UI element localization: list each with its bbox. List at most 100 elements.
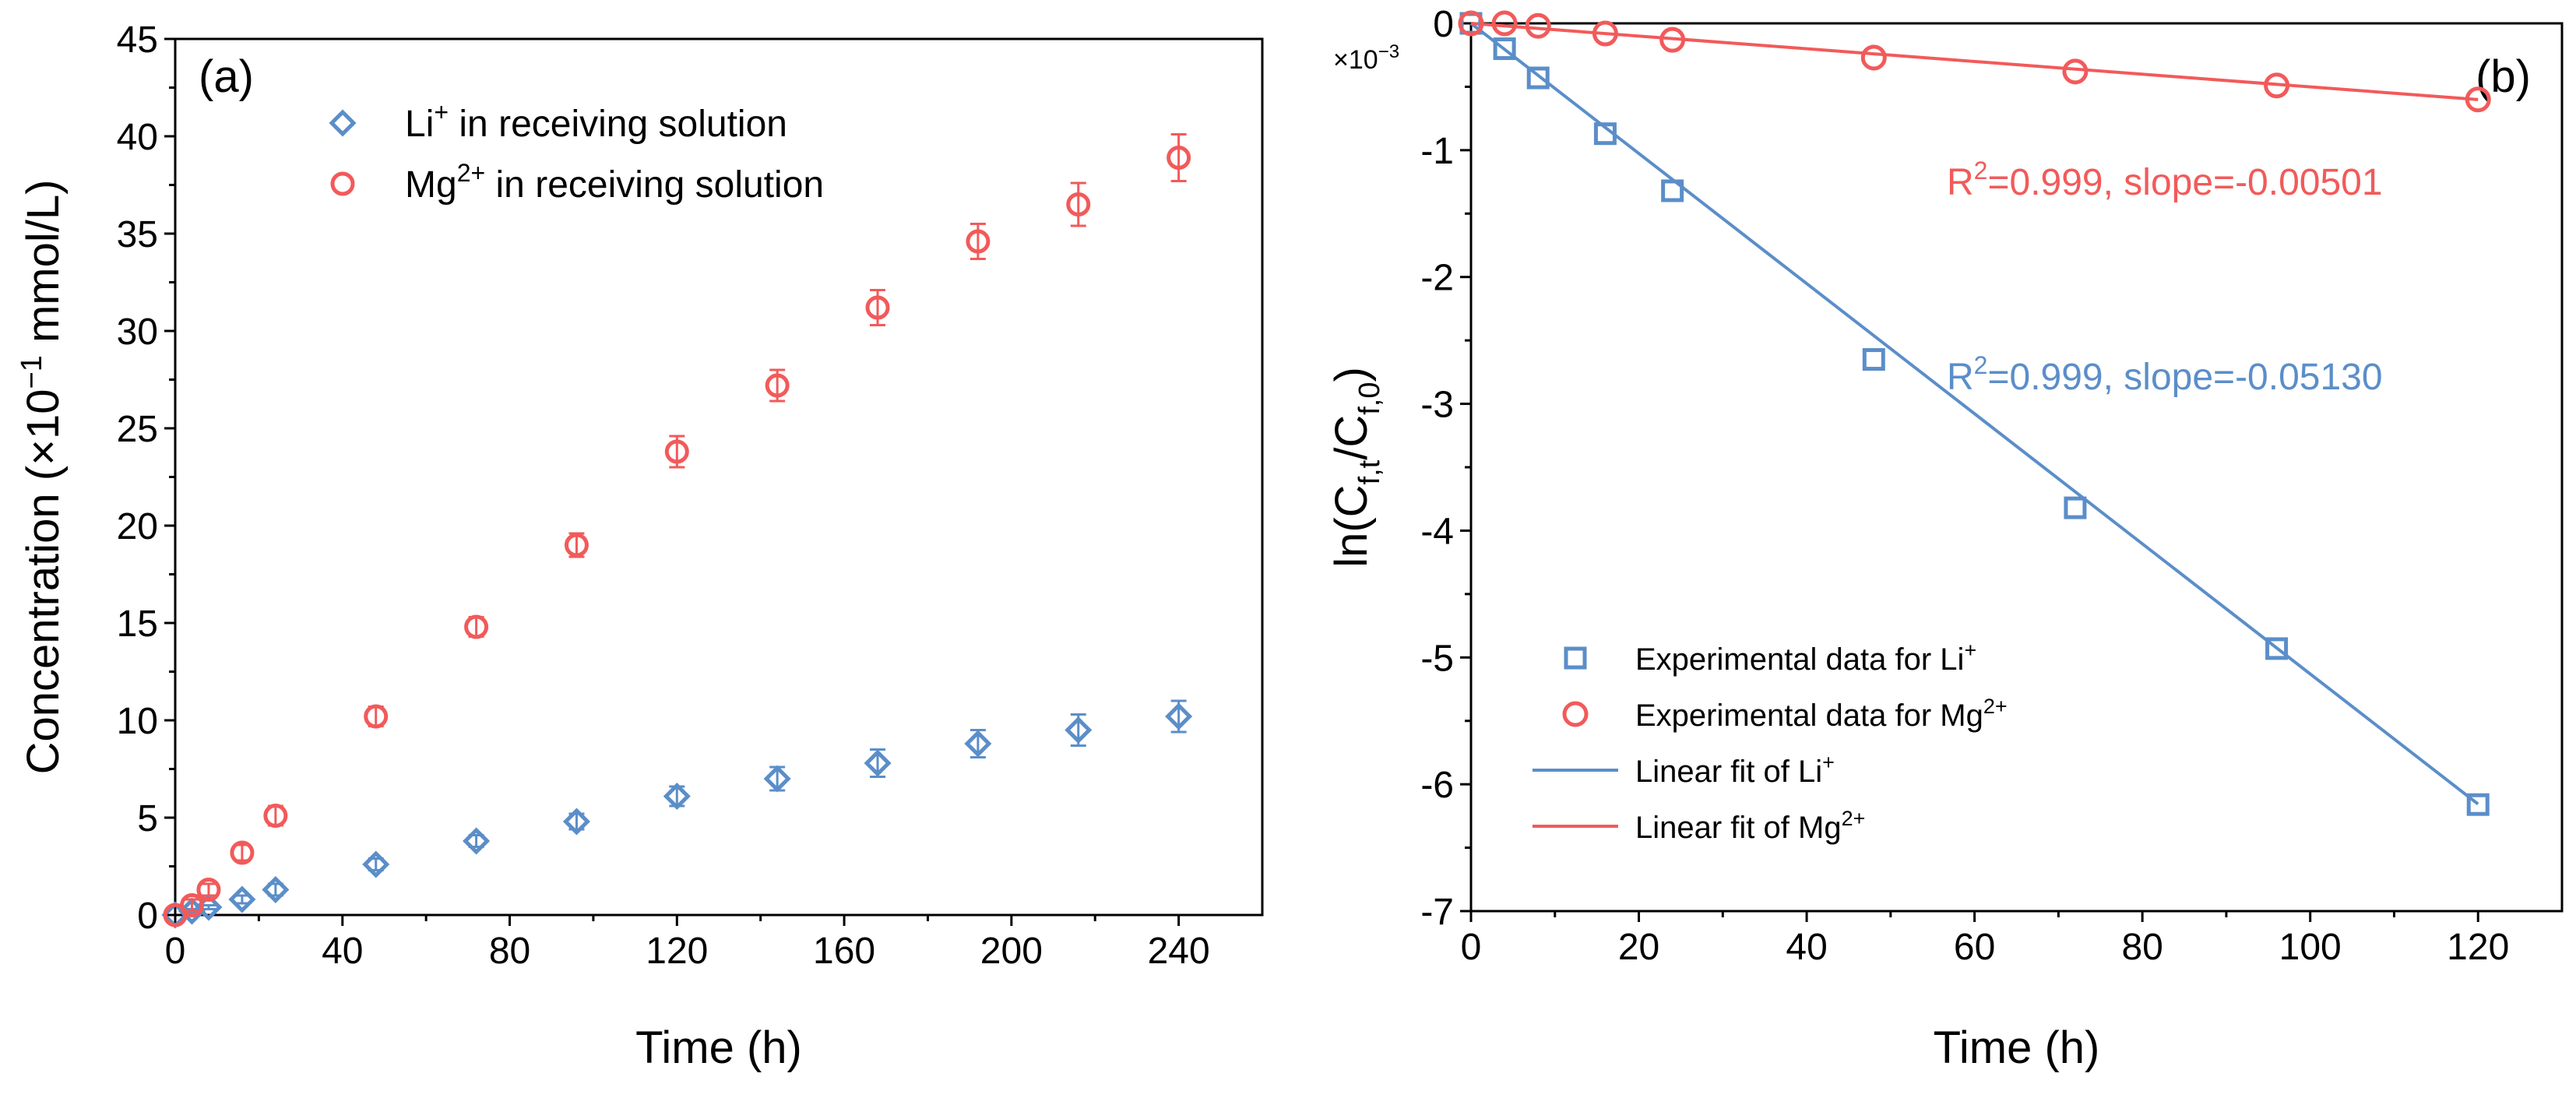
b-y-axis-label-sub: f,t — [1353, 459, 1386, 484]
a-data-point-li — [964, 730, 992, 758]
b-legend-label-base: Linear fit of Mg — [1635, 811, 1842, 845]
a-x-tick-label: 80 — [489, 931, 530, 972]
b-legend-label-sup: + — [1822, 751, 1835, 774]
a-y-axis-label-sup: −1 — [16, 355, 48, 389]
a-data-point-mg — [1066, 192, 1091, 216]
a-data-point-mg — [1167, 146, 1191, 170]
b-data-point-li — [2064, 496, 2087, 519]
a-x-tick-label: 200 — [980, 931, 1043, 972]
b-axis-multiplier-sup: −3 — [1378, 41, 1399, 62]
a-data-point-mg — [230, 840, 255, 865]
b-x-tick-label: 80 — [2121, 927, 2163, 968]
a-legend-marker-mg — [330, 171, 355, 196]
b-data-point-mg — [1525, 12, 1551, 39]
b-y-tick-label: -3 — [1420, 385, 1454, 426]
a-data-point-li — [763, 765, 791, 793]
a-y-tick-label: 5 — [137, 798, 158, 839]
b-legend-label-li: Experimental data for Li+ — [1635, 639, 1976, 677]
b-legend-label-mg: Linear fit of Mg2+ — [1635, 807, 1865, 845]
b-fit-line-mg — [1470, 22, 2479, 101]
b-data-point-li — [1661, 179, 1684, 202]
a-data-point-mg — [564, 533, 589, 558]
a-legend-label-sup: 2+ — [457, 159, 485, 187]
b-axis-multiplier: ×10−3 — [1333, 41, 1399, 75]
b-data-point-li — [1526, 66, 1550, 90]
b-x-tick-label: 40 — [1786, 927, 1827, 968]
b-y-tick-label: -2 — [1420, 258, 1454, 299]
b-annotation-sup: 2 — [1974, 157, 1988, 185]
a-y-tick-label: 10 — [117, 701, 158, 742]
b-annotation-rest: =0.999, slope=-0.05130 — [1987, 357, 2382, 398]
a-y-tick-label: 30 — [117, 311, 158, 353]
b-y-axis-label-part: ) — [1326, 367, 1377, 382]
a-y-tick-label: 35 — [117, 214, 158, 255]
a-data-point-li — [1165, 702, 1193, 730]
a-legend-label-mg: Mg2+ in receiving solution — [405, 159, 824, 206]
b-y-tick-label: -1 — [1420, 131, 1454, 172]
b-data-point-mg — [1491, 10, 1518, 37]
b-legend-label-mg: Experimental data for Mg2+ — [1635, 695, 2008, 733]
b-y-axis-label-sub: f,0 — [1353, 382, 1386, 415]
b-legend-label-sup: + — [1964, 639, 1976, 662]
b-x-tick-label: 60 — [1954, 927, 1995, 968]
a-y-tick-label: 25 — [117, 409, 158, 450]
b-annotation-rest: =0.999, slope=-0.00501 — [1987, 162, 2382, 203]
a-y-axis-label: Concentration (×10−1 mmol/L) — [16, 180, 69, 775]
a-data-point-li — [864, 749, 892, 777]
a-data-point-mg — [865, 295, 890, 320]
a-data-point-mg — [263, 804, 288, 828]
b-y-tick-label: 0 — [1433, 4, 1454, 45]
b-data-point-mg — [1860, 44, 1887, 71]
a-data-point-mg — [966, 229, 991, 254]
b-data-point-mg — [1458, 10, 1484, 37]
a-data-point-mg — [765, 373, 790, 398]
a-data-point-li — [663, 782, 691, 811]
a-x-axis-label: Time (h) — [635, 1022, 802, 1073]
a-data-point-mg — [464, 614, 489, 639]
a-data-point-li — [463, 827, 491, 855]
b-axis-multiplier-base: ×10 — [1333, 45, 1378, 75]
a-legend-label-base: Mg — [405, 164, 457, 206]
b-annotation-r: R — [1947, 357, 1974, 398]
b-data-point-li — [1493, 37, 1516, 61]
b-x-tick-label: 0 — [1461, 927, 1482, 968]
a-data-point-li — [1065, 716, 1093, 744]
a-legend-label-sup: + — [434, 98, 449, 126]
b-x-tick-label: 20 — [1618, 927, 1659, 968]
a-data-point-li — [228, 885, 256, 913]
b-data-point-mg — [1659, 26, 1686, 53]
b-y-tick-label: -5 — [1420, 638, 1454, 679]
a-panel-label: (a) — [199, 51, 254, 102]
a-x-tick-label: 160 — [813, 931, 875, 972]
a-x-tick-label: 0 — [165, 931, 186, 972]
b-x-tick-label: 100 — [2279, 927, 2342, 968]
b-legend-label-base: Experimental data for Mg — [1635, 699, 1983, 733]
b-y-tick-label: -4 — [1420, 511, 1454, 552]
a-data-point-mg — [179, 893, 204, 917]
b-data-point-mg — [2465, 86, 2491, 113]
b-annotation-r: R — [1947, 162, 1974, 203]
panel-a-chart: 0 40 80 120 160 200 240 0 5 10 15 20 25 30 35 40 45 (a) Ti… — [16, 19, 1264, 1073]
a-y-axis-label-suffix: mmol/L) — [18, 180, 69, 356]
b-annotation-mg: R2=0.999, slope=-0.00501 — [1947, 157, 2383, 203]
a-y-axis-label-prefix: Concentration (×10 — [18, 389, 69, 774]
a-data-point-li — [262, 875, 290, 904]
b-y-axis-label-part: ln(C — [1326, 484, 1377, 567]
a-legend-label-base: Li — [405, 104, 434, 145]
b-legend-label-base: Linear fit of Li — [1635, 755, 1822, 789]
a-data-point-mg — [364, 704, 389, 729]
a-data-point-mg — [664, 439, 689, 464]
b-data-point-li — [1593, 122, 1617, 146]
b-y-axis-label-part: /C — [1326, 415, 1377, 460]
b-legend-label-sup: 2+ — [1842, 807, 1866, 830]
b-fit-line-li — [1469, 22, 2479, 806]
a-data-point-li — [362, 850, 390, 878]
a-y-tick-label: 45 — [117, 19, 158, 61]
a-data-point-li — [562, 808, 590, 836]
b-data-point-li — [1862, 348, 1885, 371]
b-y-tick-label: -7 — [1420, 892, 1454, 933]
a-y-tick-label: 0 — [137, 896, 158, 937]
b-annotation-li: R2=0.999, slope=-0.05130 — [1947, 351, 2383, 398]
panel-b-chart: 0 20 40 60 80 100 120 0 -1 -2 -3 -4 -5 -6 -7 (b) ×10−3 Ti… — [1326, 4, 2564, 1073]
